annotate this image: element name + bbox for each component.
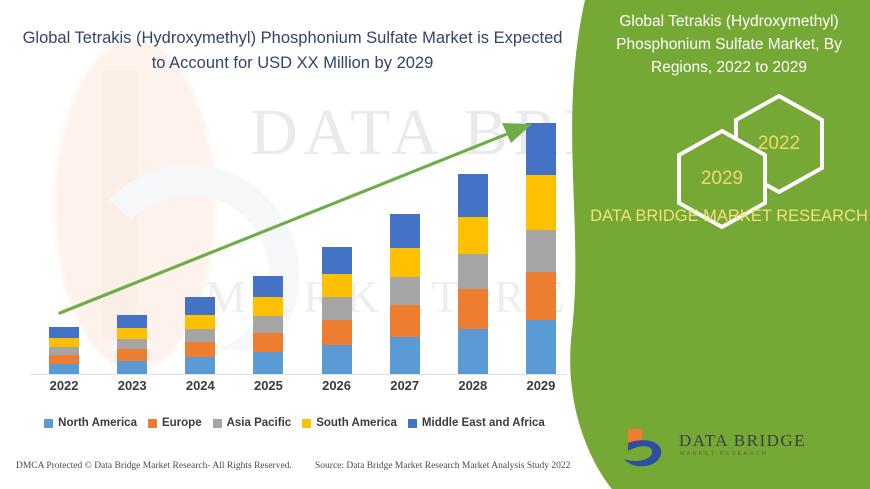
chart-bar-segment [185, 328, 216, 342]
legend-item[interactable]: South America [302, 417, 397, 429]
chart-bar-segment [525, 272, 556, 320]
chart-bar [525, 123, 556, 375]
chart-bar-segment [389, 336, 420, 375]
chart-bar-segment [185, 314, 216, 329]
dbmr-logo-text: DATA BRIDGE [679, 431, 807, 450]
chart-x-label: 2029 [526, 378, 556, 393]
chart-bar-segment [117, 314, 148, 328]
chart-bar-segment [253, 315, 284, 333]
legend-item[interactable]: Middle East and Africa [407, 417, 545, 429]
legend-item[interactable]: Asia Pacific [212, 417, 292, 429]
chart-bar-segment [321, 344, 352, 375]
chart-bar [457, 174, 488, 375]
chart-bar-segment [253, 297, 284, 316]
chart-bar-segment [253, 276, 284, 298]
chart-bar-segment [525, 319, 556, 375]
dbmr-logo: DATA BRIDGE MARKET RESEARCH [616, 425, 846, 471]
legend-swatch-icon [407, 418, 417, 428]
right-panel-title: Global Tetrakis (Hydroxymethyl) Phosphon… [616, 13, 842, 76]
chart-bar-segment [457, 216, 488, 255]
chart-bar [49, 326, 80, 375]
legend-label: North America [58, 417, 137, 429]
chart-bar-segment [525, 123, 556, 176]
chart-bar-segment [525, 175, 556, 230]
chart-x-label: 2025 [253, 378, 283, 393]
chart-x-label: 2024 [185, 378, 215, 393]
chart-bar-segment [253, 332, 284, 352]
chart-bar-segment [49, 326, 80, 338]
chart-bar-segment [389, 277, 420, 306]
chart-bar-segment [321, 247, 352, 275]
chart-bar-segment [457, 254, 488, 290]
chart-x-label: 2022 [49, 378, 79, 393]
chart-bar-segment [117, 338, 148, 349]
legend-label: Middle East and Africa [421, 417, 545, 429]
footer-dmca-text: DMCA Protected © Data Bridge Market Rese… [16, 461, 292, 471]
chart-bar-segment [185, 341, 216, 357]
chart-bar-segment [49, 346, 80, 355]
chart-plot-area [22, 105, 567, 375]
chart-bar [117, 314, 148, 375]
chart-bar-segment [321, 297, 352, 320]
chart-bar-segment [49, 337, 80, 347]
chart-bar-segment [253, 351, 284, 375]
chart-x-label: 2023 [117, 378, 147, 393]
chart-bar-segment [457, 289, 488, 329]
chart-bar-segment [117, 348, 148, 361]
legend-swatch-icon [44, 418, 54, 428]
chart-bar-segment [117, 360, 148, 375]
legend-label: Europe [161, 417, 202, 429]
right-panel: Global Tetrakis (Hydroxymethyl) Phosphon… [588, 0, 870, 489]
hexagon-front-label: 2029 [700, 168, 744, 189]
chart-axis-line [30, 374, 567, 375]
legend-item[interactable]: Europe [147, 417, 202, 429]
chart-bar-segment [389, 248, 420, 278]
chart-legend: North America Europe Asia Pacific South Ame… [22, 417, 567, 429]
chart-bar [253, 276, 284, 375]
chart-bar-segment [49, 354, 80, 364]
footer: DMCA Protected © Data Bridge Market Rese… [0, 458, 580, 480]
legend-swatch-icon [147, 418, 157, 428]
chart-bar-segment [389, 213, 420, 249]
footer-source-text: Source: Data Bridge Market Research Mark… [315, 461, 571, 471]
legend-label: South America [316, 417, 397, 429]
page-title: Global Tetrakis (Hydroxymethyl) Phosphon… [22, 29, 563, 72]
legend-label: Asia Pacific [226, 417, 292, 429]
chart-x-label: 2027 [390, 378, 420, 393]
chart-bar-segment [185, 297, 216, 315]
brand-title: DATA BRIDGE MARKET RESEARCH [590, 207, 868, 225]
chart-bar [185, 297, 216, 375]
chart-bar-segment [525, 229, 556, 273]
legend-swatch-icon [302, 418, 312, 428]
legend-item[interactable]: North America [44, 417, 137, 429]
dbmr-logo-subtext: MARKET RESEARCH [680, 451, 768, 457]
chart-bar [321, 247, 352, 375]
chart-bar-segment [457, 174, 488, 217]
chart-x-axis-labels: 2022 2023 2024 2025 2026 2027 2028 2029 [22, 378, 567, 398]
stacked-bar-chart [22, 105, 567, 375]
legend-swatch-icon [212, 418, 222, 428]
chart-bar-segment [457, 328, 488, 375]
chart-bar [389, 213, 420, 375]
chart-bar-segment [117, 327, 148, 339]
chart-bar-segment [185, 356, 216, 375]
dbmr-logo-icon [624, 429, 662, 467]
chart-x-label: 2028 [458, 378, 488, 393]
chart-bar-segment [49, 363, 80, 375]
chart-bar-segment [321, 274, 352, 298]
chart-bar-segment [321, 319, 352, 345]
chart-bar-segment [389, 305, 420, 337]
chart-x-label: 2026 [322, 378, 352, 393]
